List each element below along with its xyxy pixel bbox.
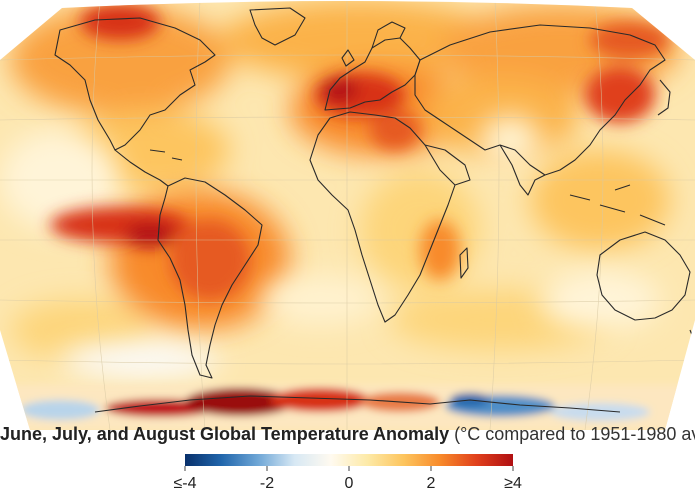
color-legend: ≤-4 -2 0 2 ≥4 [0,448,695,500]
north-america-coast [54,17,216,151]
australia-coast [596,231,691,321]
caribbean-islands [149,149,183,161]
map-title-subtitle: (°C compared to 1951-1980 average) [454,424,695,444]
south-america-coast [157,177,263,379]
map-svg [0,1,695,430]
map-title-main: June, July, and August Global Temperatur… [0,424,450,444]
anomaly-field [0,1,695,430]
asia-coast [414,24,666,176]
legend-ticks: ≤-4 -2 0 2 ≥4 [173,466,522,492]
legend-color-bar [185,454,513,466]
europe-coast [324,37,421,111]
arabia-coast [424,144,471,186]
map-title: June, July, and August Global Temperatur… [0,422,695,446]
uk-coast [341,49,355,67]
coastlines [54,7,695,413]
japan-coast [657,79,671,116]
hot-spots [50,4,670,300]
southeast-asia-islands [569,184,666,226]
scandinavia-coast [371,21,406,49]
legend-tick-label: 0 [345,475,354,492]
antarctic-anomalies [0,385,695,430]
legend-svg: ≤-4 -2 0 2 ≥4 [173,454,522,492]
central-america-coast [114,149,169,187]
legend-tick-label: ≥4 [504,475,522,492]
india-coast [499,144,546,196]
madagascar-coast [459,247,469,279]
legend-tick-label: ≤-4 [173,475,196,492]
antarctica-coast [94,395,621,413]
legend-tick-label: -2 [260,475,274,492]
graticule [0,1,695,430]
greenland-coast [249,7,306,46]
africa-coast [309,111,456,323]
legend-tick-label: 2 [427,475,436,492]
temperature-anomaly-map [0,1,695,430]
